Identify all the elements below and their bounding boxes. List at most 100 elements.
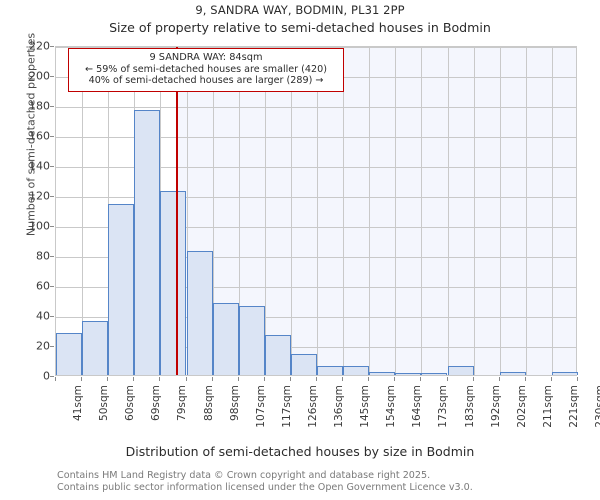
x-axis-tick-label: 173sqm xyxy=(437,385,450,428)
y-axis-tick-mark xyxy=(50,136,54,137)
x-axis-tick-label: 136sqm xyxy=(333,385,346,428)
y-axis-tick-label: 0 xyxy=(43,369,50,383)
x-axis-tick-label: 192sqm xyxy=(489,385,502,428)
x-axis-tick-label: 183sqm xyxy=(463,385,476,428)
x-axis-tick-label: 41sqm xyxy=(72,385,85,422)
gridline-vertical xyxy=(526,47,527,375)
gridline-horizontal xyxy=(56,107,576,108)
x-axis-tick-label: 88sqm xyxy=(202,385,215,422)
x-axis-ticks: 41sqm 50sqm 60sqm 69sqm 79sqm 88sqm 98sqm 107sq… xyxy=(55,377,600,437)
histogram-bar xyxy=(186,250,213,375)
gridline-horizontal xyxy=(56,197,576,198)
x-axis-tick-label: 211sqm xyxy=(541,385,554,428)
x-axis-tick-label: 98sqm xyxy=(228,385,241,422)
footer-line-2: Contains public sector information licen… xyxy=(57,481,473,493)
x-axis-tick-label: 230sqm xyxy=(594,385,600,428)
y-axis-tick-label: 80 xyxy=(36,249,50,263)
y-axis-tick-mark xyxy=(50,286,54,287)
y-axis-tick-mark xyxy=(50,106,54,107)
gridline-vertical xyxy=(291,47,292,375)
x-axis-tick-label: 154sqm xyxy=(385,385,398,428)
histogram-bar xyxy=(238,306,265,375)
x-axis-tick-label: 145sqm xyxy=(359,385,372,428)
x-axis-tick-mark xyxy=(133,377,134,381)
page-title: 9, SANDRA WAY, BODMIN, PL31 2PP xyxy=(195,3,405,17)
x-axis-tick-mark xyxy=(212,377,213,381)
x-axis-tick-mark xyxy=(368,377,369,381)
gridline-horizontal xyxy=(56,227,576,228)
plot-area xyxy=(55,46,578,376)
property-size-marker-line xyxy=(176,47,179,375)
y-axis-tick-label: 160 xyxy=(29,129,50,143)
x-axis-tick-label: 117sqm xyxy=(280,385,293,428)
gridline-vertical xyxy=(474,47,475,375)
x-axis-tick-label: 202sqm xyxy=(515,385,528,428)
x-axis-tick-label: 79sqm xyxy=(176,385,189,422)
gridline-horizontal xyxy=(56,287,576,288)
annotation-line-3: 40% of semi-detached houses are larger (… xyxy=(88,75,324,87)
x-axis-tick-label: 69sqm xyxy=(150,385,163,422)
histogram-bar xyxy=(421,373,448,375)
x-axis-tick-mark xyxy=(473,377,474,381)
gridline-horizontal xyxy=(56,47,576,48)
x-axis-tick-mark xyxy=(420,377,421,381)
x-axis-tick-mark xyxy=(525,377,526,381)
gridline-vertical xyxy=(317,47,318,375)
gridline-vertical xyxy=(239,47,240,375)
annotation-line-1: 9 SANDRA WAY: 84sqm xyxy=(149,52,263,63)
x-axis-tick-mark xyxy=(264,377,265,381)
y-axis-tick-mark xyxy=(50,46,54,47)
gridline-horizontal xyxy=(56,137,576,138)
y-axis-ticks: 0 20 40 60 80 100 120 140 160 180 200 220 xyxy=(0,40,54,383)
histogram-bar xyxy=(290,354,317,375)
footer-line-1: Contains HM Land Registry data © Crown c… xyxy=(57,470,431,481)
gridline-horizontal xyxy=(56,257,576,258)
gridline-vertical xyxy=(500,47,501,375)
gridline-horizontal xyxy=(56,317,576,318)
y-axis-tick-mark xyxy=(50,196,54,197)
x-axis-tick-mark xyxy=(447,377,448,381)
histogram-bar xyxy=(108,204,135,375)
x-axis-tick-mark xyxy=(551,377,552,381)
y-axis-tick-label: 100 xyxy=(29,219,50,233)
gridline-horizontal xyxy=(56,167,576,168)
y-axis-tick-label: 40 xyxy=(36,309,50,323)
x-axis-tick-mark xyxy=(159,377,160,381)
histogram-bar xyxy=(134,109,161,375)
histogram-bar xyxy=(499,372,526,375)
y-axis-tick-mark xyxy=(50,226,54,227)
y-axis-tick-label: 60 xyxy=(36,279,50,293)
histogram-bar xyxy=(343,366,370,375)
histogram-bar xyxy=(447,366,474,375)
footer-attribution: Contains HM Land Registry data © Crown c… xyxy=(57,470,597,493)
x-axis-tick-mark xyxy=(316,377,317,381)
property-annotation-box: 9 SANDRA WAY: 84sqm ← 59% of semi-detach… xyxy=(68,48,344,92)
gridline-vertical xyxy=(213,47,214,375)
x-axis-tick-mark xyxy=(577,377,578,381)
y-axis-tick-label: 120 xyxy=(29,189,50,203)
y-axis-tick-label: 20 xyxy=(36,339,50,353)
histogram-bar xyxy=(317,366,344,375)
histogram-bar xyxy=(82,321,109,375)
y-axis-tick-mark xyxy=(50,316,54,317)
histogram-bar xyxy=(212,303,239,375)
histogram-bar xyxy=(369,372,396,375)
gridline-vertical xyxy=(552,47,553,375)
histogram-bar xyxy=(264,334,291,375)
histogram-bar xyxy=(160,190,187,375)
y-axis-tick-label: 220 xyxy=(29,39,50,53)
x-axis-title: Distribution of semi-detached houses by … xyxy=(125,444,475,459)
histogram-bar xyxy=(551,372,578,375)
gridline-vertical xyxy=(421,47,422,375)
x-axis-tick-mark xyxy=(81,377,82,381)
gridline-vertical xyxy=(187,47,188,375)
histogram-bar xyxy=(395,373,422,375)
x-axis-tick-mark xyxy=(499,377,500,381)
x-axis-tick-mark xyxy=(238,377,239,381)
gridline-vertical xyxy=(369,47,370,375)
gridline-vertical xyxy=(343,47,344,375)
y-axis-tick-label: 140 xyxy=(29,159,50,173)
x-axis-tick-mark xyxy=(342,377,343,381)
y-axis-tick-mark xyxy=(50,256,54,257)
